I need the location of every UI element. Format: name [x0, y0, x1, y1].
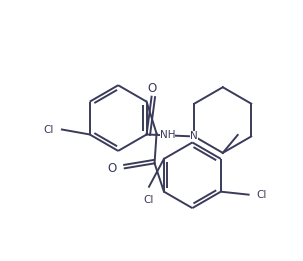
Text: Cl: Cl — [44, 124, 54, 134]
Text: Cl: Cl — [257, 190, 267, 200]
Text: Cl: Cl — [144, 195, 154, 205]
Text: O: O — [108, 162, 117, 175]
Text: O: O — [147, 82, 156, 95]
Text: N: N — [191, 132, 198, 141]
Text: NH: NH — [160, 130, 175, 140]
